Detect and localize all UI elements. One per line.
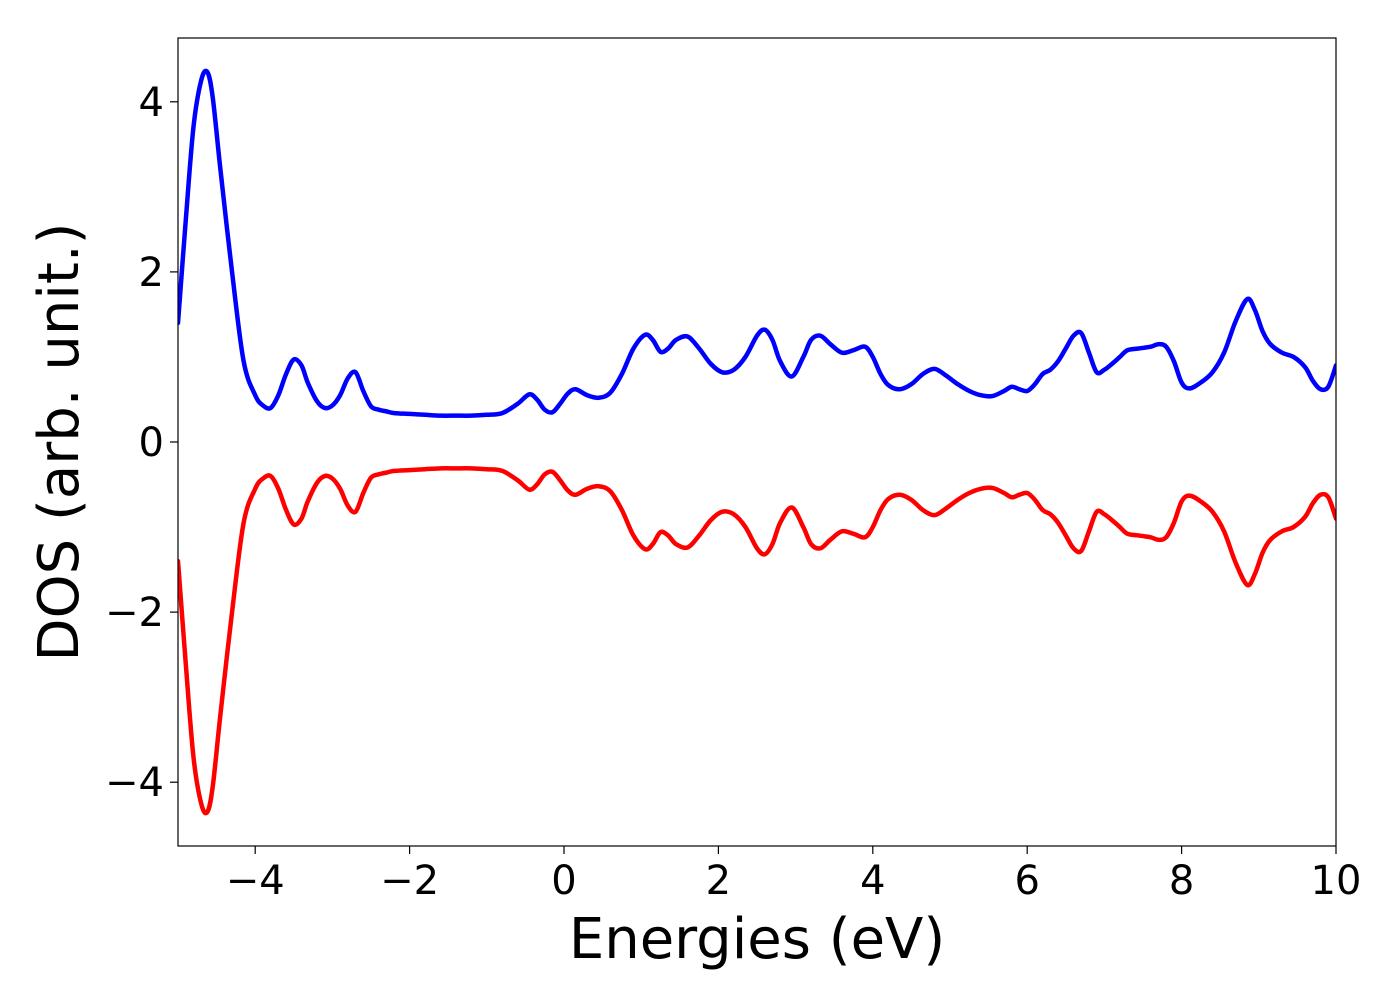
y-axis: −4 −2 0 2 4 [105, 80, 178, 806]
x-tick-label: 2 [706, 858, 731, 904]
x-axis-label: Energies (eV) [569, 907, 945, 972]
y-tick-label: 4 [139, 80, 164, 126]
y-tick-label: 2 [139, 250, 164, 296]
x-tick-label: 0 [551, 858, 576, 904]
y-tick-label: −2 [105, 590, 164, 636]
y-tick-label: 0 [139, 420, 164, 466]
x-tick-label: −4 [226, 858, 285, 904]
series-layer [178, 68, 1336, 816]
y-axis-label: DOS (arb. unit.) [27, 222, 92, 661]
series-line-2 [178, 466, 1336, 816]
y-tick-label: −4 [105, 760, 164, 806]
series-line-1 [178, 68, 1336, 418]
x-tick-label: 10 [1311, 858, 1362, 904]
x-axis: −4 −2 0 2 4 6 8 10 [226, 846, 1362, 904]
x-tick-label: 4 [860, 858, 885, 904]
x-tick-label: 8 [1169, 858, 1194, 904]
x-tick-label: −2 [380, 858, 439, 904]
x-tick-label: 6 [1014, 858, 1039, 904]
